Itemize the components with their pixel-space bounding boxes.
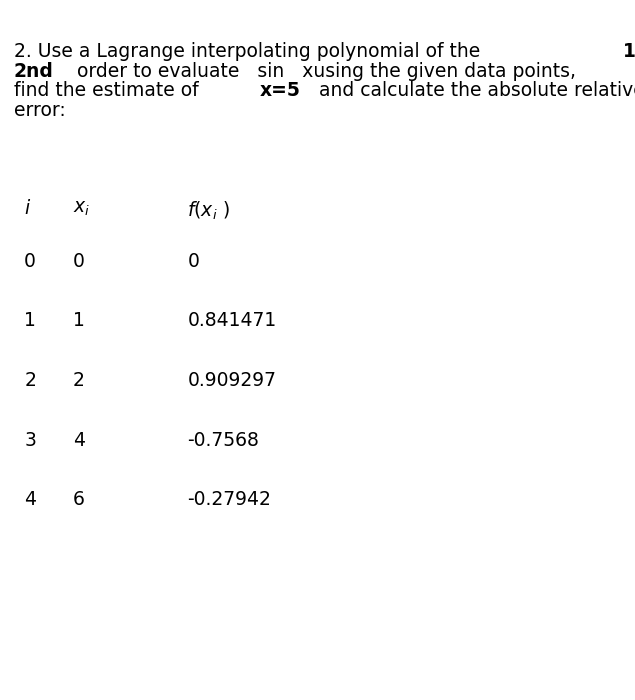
Text: x=5: x=5: [260, 81, 301, 100]
Text: 4: 4: [24, 490, 36, 509]
Text: 4: 4: [73, 430, 85, 449]
Text: -0.7568: -0.7568: [187, 430, 259, 449]
Text: -0.27942: -0.27942: [187, 490, 271, 509]
Text: 0: 0: [187, 252, 199, 271]
Text: 2nd: 2nd: [14, 62, 54, 80]
Text: 0: 0: [73, 252, 85, 271]
Text: and calculate the absolute relative: and calculate the absolute relative: [312, 81, 635, 100]
Text: error:: error:: [14, 101, 65, 120]
Text: 1: 1: [24, 312, 36, 330]
Text: find the estimate of: find the estimate of: [14, 81, 204, 100]
Text: 2: 2: [24, 371, 36, 390]
Text: 3: 3: [24, 430, 36, 449]
Text: 2: 2: [73, 371, 85, 390]
Text: $i$: $i$: [24, 199, 31, 218]
Text: $f(x_i\ )$: $f(x_i\ )$: [187, 199, 231, 222]
Text: 2. Use a Lagrange interpolating polynomial of the: 2. Use a Lagrange interpolating polynomi…: [14, 42, 486, 61]
Text: $x_i$: $x_i$: [73, 199, 90, 218]
Text: 0: 0: [24, 252, 36, 271]
Text: order to evaluate   sin   xusing the given data points,: order to evaluate sin xusing the given d…: [65, 62, 577, 80]
Text: 0.909297: 0.909297: [187, 371, 276, 390]
Text: 1st: 1st: [624, 42, 635, 61]
Text: 1: 1: [73, 312, 85, 330]
Text: 0.841471: 0.841471: [187, 312, 277, 330]
Text: 6: 6: [73, 490, 85, 509]
